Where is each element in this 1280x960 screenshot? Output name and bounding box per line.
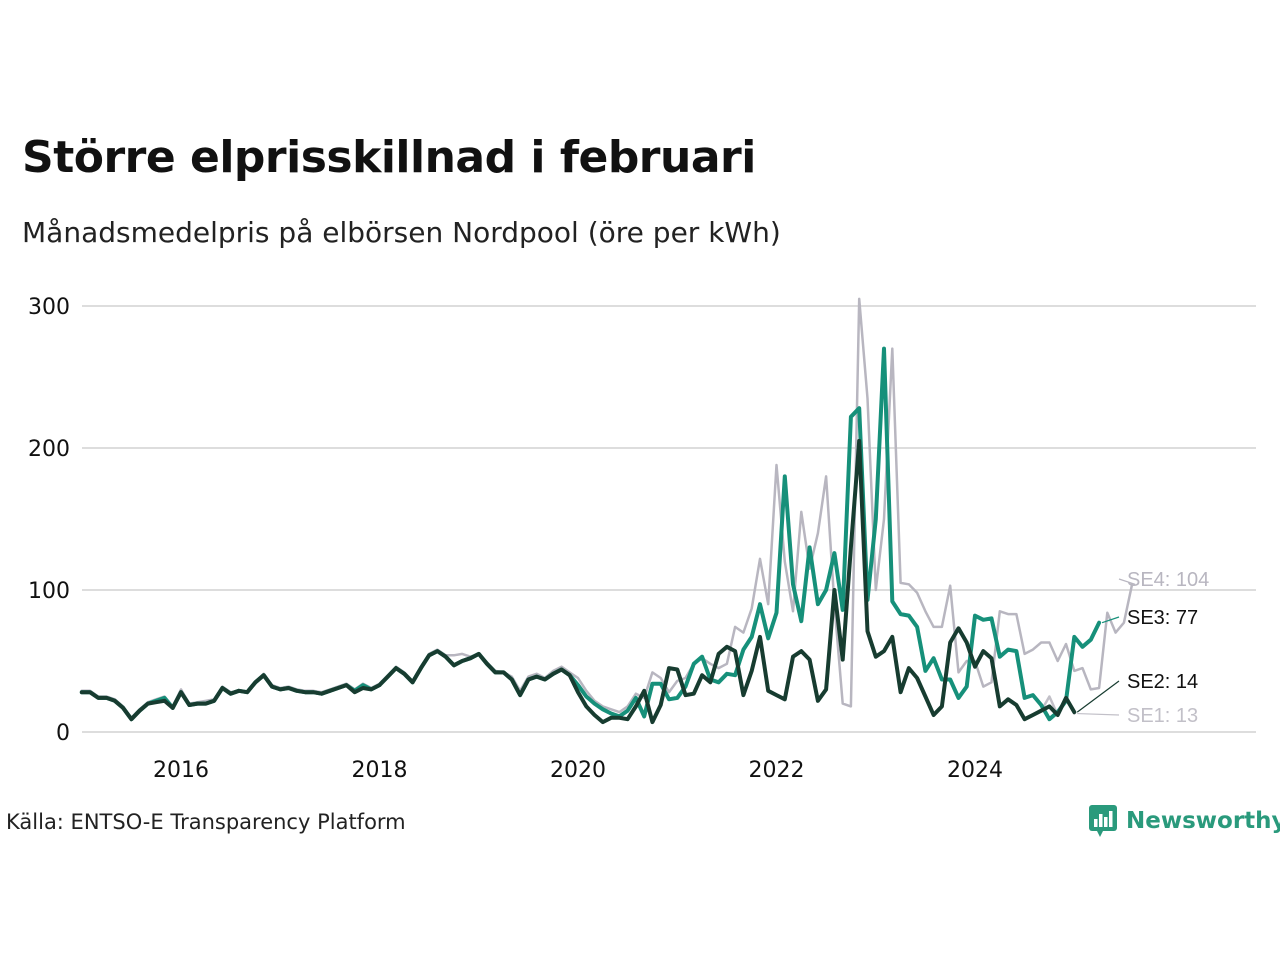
end-label-se3: SE3: 77 <box>1127 607 1198 629</box>
gridlines <box>82 305 1256 733</box>
end-label-se4: SE4: 104 <box>1127 569 1209 591</box>
leader-line-se3 <box>1101 616 1120 624</box>
source-note: Källa: ENTSO-E Transparency Platform <box>6 810 406 834</box>
leader-line-se4 <box>1118 578 1136 585</box>
x-tick-label: 2020 <box>550 758 606 783</box>
x-tick-label: 2016 <box>153 758 209 783</box>
x-axis-ticks: 2016 2018 2020 2022 2024 <box>153 758 1003 783</box>
bar-chart-speech-icon <box>1089 805 1117 837</box>
y-tick-label: 100 <box>28 579 70 604</box>
series-lines <box>79 297 1134 725</box>
y-tick-label: 200 <box>28 437 70 462</box>
y-axis-ticks: 0 100 200 300 <box>28 295 70 746</box>
series-line-se4 <box>80 297 1134 720</box>
chart-title: Större elprisskillnad i februari <box>22 132 756 183</box>
y-tick-label: 0 <box>56 721 70 746</box>
y-tick-label: 300 <box>28 295 70 320</box>
end-label-se1: SE1: 13 <box>1127 705 1198 727</box>
x-tick-label: 2018 <box>352 758 408 783</box>
brand-name: Newsworthy <box>1126 808 1280 834</box>
series-end-labels: SE4: 104 SE3: 77 SE2: 14 SE1: 13 <box>1076 569 1209 727</box>
x-tick-label: 2024 <box>947 758 1003 783</box>
end-label-se2: SE2: 14 <box>1127 671 1198 693</box>
chart-subtitle: Månadsmedelpris på elbörsen Nordpool (ör… <box>22 216 781 249</box>
leader-line-se1 <box>1077 712 1120 716</box>
brand-logo[interactable]: Newsworthy <box>1088 804 1280 838</box>
x-tick-label: 2022 <box>749 758 805 783</box>
series-line-se2 <box>79 438 1077 725</box>
leader-line-se2 <box>1076 680 1120 713</box>
